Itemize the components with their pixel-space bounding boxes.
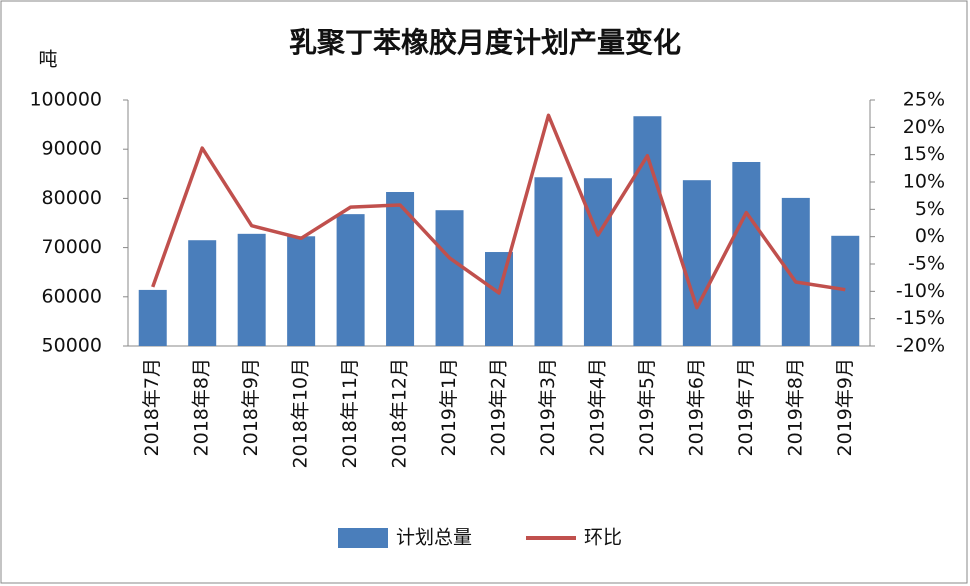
legend-label: 计划总量 [396, 527, 472, 549]
x-tick-label: 2019年6月 [685, 358, 707, 456]
x-tick-label: 2019年7月 [735, 358, 757, 456]
y2-tick-label: 20% [903, 116, 945, 138]
x-tick-label: 2019年4月 [586, 358, 608, 456]
y2-tick-label: 25% [903, 89, 945, 111]
x-tick-label: 2018年12月 [389, 358, 411, 469]
x-tick-label: 2019年8月 [784, 358, 806, 456]
y2-tick-label: -5% [908, 253, 945, 275]
line [151, 113, 846, 310]
x-tick-label: 2019年3月 [537, 358, 559, 456]
chart-title: 乳聚丁苯橡胶月度计划产量变化 [289, 26, 681, 59]
bar [386, 192, 415, 346]
x-tick-label: 2019年5月 [636, 358, 658, 456]
x-tick-label: 2018年11月 [339, 358, 361, 469]
bar [287, 236, 316, 346]
y-tick-label: 60000 [42, 285, 102, 307]
x-tick-label: 2019年9月 [834, 358, 856, 456]
legend-swatch [338, 528, 388, 548]
y-axis-unit: 吨 [38, 49, 57, 71]
y2-tick-label: 0% [915, 225, 945, 247]
x-tick-label: 2018年7月 [141, 358, 163, 456]
y2-tick-label: 10% [903, 171, 945, 193]
y-tick-label: 50000 [42, 335, 102, 357]
y2-tick-label: 15% [903, 143, 945, 165]
y-tick-label: 100000 [29, 89, 102, 111]
y-tick-label: 70000 [42, 236, 102, 258]
bar [336, 214, 365, 346]
y2-tick-label: 5% [915, 198, 945, 220]
legend-label: 环比 [584, 527, 622, 549]
bar [633, 116, 662, 347]
x-tick-label: 2018年9月 [240, 358, 262, 456]
y-tick-label: 80000 [42, 187, 102, 209]
bar [435, 210, 464, 346]
bar [732, 161, 761, 346]
bar [138, 289, 167, 346]
y2-tick-label: -10% [896, 280, 945, 302]
bar [831, 235, 860, 346]
x-tick-label: 2018年10月 [290, 358, 312, 469]
x-tick-label: 2019年2月 [488, 358, 510, 456]
bar [534, 177, 563, 346]
y2-tick-label: -15% [896, 307, 945, 329]
bar [781, 197, 810, 346]
x-tick-label: 2018年8月 [191, 358, 213, 456]
x-tick-label: 2019年1月 [438, 358, 460, 456]
bar [682, 180, 711, 346]
y2-tick-label: -20% [896, 335, 945, 357]
y-tick-label: 90000 [42, 138, 102, 160]
bar [188, 240, 217, 346]
bar [237, 233, 266, 346]
bar [485, 252, 513, 346]
bar [583, 178, 612, 346]
